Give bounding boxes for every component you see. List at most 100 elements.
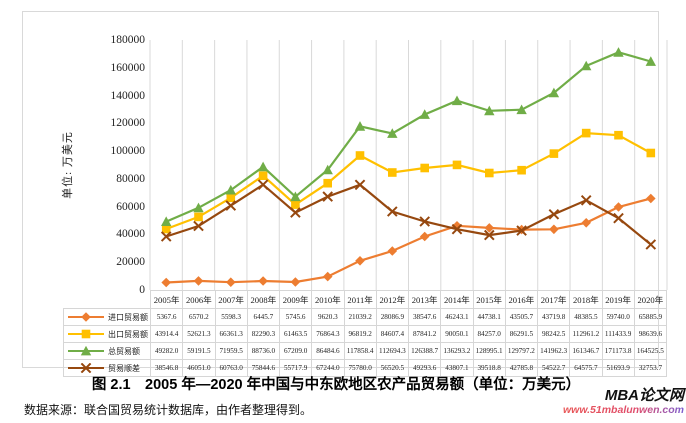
value-cell: 90050.1 bbox=[440, 325, 474, 343]
marker-square bbox=[161, 224, 171, 234]
y-tick-label: 80000 bbox=[116, 172, 145, 185]
marker-diamond bbox=[613, 202, 624, 212]
marker-diamond bbox=[419, 231, 430, 242]
series-line-total bbox=[165, 51, 652, 223]
marker-x bbox=[580, 194, 592, 206]
value-cell: 5367.6 bbox=[149, 308, 184, 326]
figure-caption: 图 2.1 2005 年—2020 年中国与中东欧地区农产品贸易额（单位：万美元… bbox=[91, 377, 581, 393]
marker-square bbox=[388, 168, 397, 177]
marker-triangle bbox=[419, 109, 430, 119]
plot-area bbox=[149, 40, 668, 290]
legend-cell-import: 进口贸易额 bbox=[63, 308, 151, 326]
legend-cell-surplus: 贸易顺差 bbox=[63, 359, 151, 377]
marker-diamond bbox=[81, 312, 91, 322]
chart-frame: 单位: 万美元 180000 160000 140000 120000 100000 80… bbox=[22, 11, 668, 377]
year-header: 2010年 bbox=[311, 290, 345, 309]
value-cell: 129797.2 bbox=[504, 342, 539, 360]
series-line-export bbox=[165, 131, 652, 231]
marker-diamond bbox=[484, 223, 495, 233]
marker-square bbox=[517, 165, 526, 175]
value-cell: 52621.3 bbox=[182, 325, 216, 343]
value-cell: 38547.6 bbox=[407, 308, 442, 326]
value-cell: 65885.9 bbox=[633, 308, 668, 326]
value-cell: 98639.6 bbox=[633, 325, 668, 343]
marker-square bbox=[355, 151, 365, 160]
year-header: 2016年 bbox=[504, 290, 539, 309]
value-cell: 84257.0 bbox=[472, 325, 506, 343]
marker-triangle bbox=[161, 216, 172, 226]
y-tick-label: 0 bbox=[139, 283, 145, 296]
year-header: 2012年 bbox=[375, 290, 410, 309]
series-label: 总贸易额 bbox=[108, 346, 140, 356]
value-cell: 61463.5 bbox=[278, 325, 313, 343]
year-header: 2018年 bbox=[569, 290, 603, 309]
marker-square bbox=[614, 130, 623, 140]
marker-diamond bbox=[226, 277, 236, 287]
y-tick-label: 140000 bbox=[110, 89, 146, 102]
value-cell: 43719.8 bbox=[536, 308, 571, 326]
table-header: 2005年 2006年 2007年 2008年 2009年 2010年 2011年 2012年… bbox=[63, 290, 668, 309]
year-header: 2017年 bbox=[536, 290, 571, 309]
table-row-import: 进口贸易额 5367.6 6570.2 5598.3 6445.7 5745.6 9620.… bbox=[63, 308, 668, 326]
y-tick-label: 60000 bbox=[116, 200, 145, 213]
marker-x bbox=[257, 179, 269, 191]
marker-triangle bbox=[613, 47, 624, 57]
year-header: 2020年 bbox=[633, 290, 668, 309]
value-cell: 49282.0 bbox=[149, 342, 184, 360]
legend-cell-total: 总贸易额 bbox=[63, 342, 151, 360]
marker-diamond bbox=[549, 224, 559, 235]
watermark-url: www.51mbalunwen.com bbox=[563, 403, 684, 416]
y-tick-label: 20000 bbox=[116, 256, 145, 269]
series-line-surplus bbox=[165, 183, 652, 246]
value-cell: 126388.7 bbox=[407, 342, 442, 360]
table-body: 进口贸易额 5367.6 6570.2 5598.3 6445.7 5745.6 9620.… bbox=[63, 308, 668, 377]
marker-diamond bbox=[581, 218, 591, 228]
marker-square bbox=[81, 329, 91, 339]
y-tick-label: 40000 bbox=[116, 228, 145, 241]
year-header: 2019年 bbox=[601, 290, 635, 309]
marker-x bbox=[354, 179, 366, 191]
marker-x bbox=[322, 191, 334, 202]
value-cell: 32753.7 bbox=[633, 359, 668, 377]
marker-x bbox=[193, 220, 204, 232]
value-cell: 59191.5 bbox=[182, 342, 216, 360]
value-cell: 59740.0 bbox=[601, 308, 635, 326]
value-cell: 96819.2 bbox=[343, 325, 377, 343]
marker-x bbox=[483, 229, 495, 241]
table-row-surplus: 贸易顺差 38546.8 46051.0 60763.0 75844.6 55717.9 6… bbox=[63, 359, 668, 377]
marker-x bbox=[160, 231, 172, 242]
marker-diamond bbox=[193, 276, 204, 286]
y-tick-label: 180000 bbox=[110, 34, 146, 46]
marker-square bbox=[549, 149, 559, 158]
marker-triangle bbox=[322, 164, 333, 175]
marker-diamond bbox=[290, 277, 301, 287]
legend-key-import bbox=[68, 312, 104, 322]
year-header: 2014年 bbox=[440, 290, 474, 309]
series-label: 进口贸易额 bbox=[108, 312, 148, 322]
legend-key-surplus bbox=[68, 363, 104, 373]
value-cell: 6445.7 bbox=[246, 308, 281, 326]
data-source-note: 数据来源：联合国贸易统计数据库，由作者整理得到。 bbox=[24, 403, 313, 417]
table-header-row: 2005年 2006年 2007年 2008年 2009年 2010年 2011年 2012年… bbox=[63, 290, 668, 309]
value-cell: 84607.4 bbox=[375, 325, 410, 343]
table-row-total: 总贸易额 49282.0 59191.5 71959.5 88736.0 67209.0 8… bbox=[63, 342, 668, 360]
value-cell: 9620.3 bbox=[311, 308, 345, 326]
marker-triangle bbox=[645, 56, 656, 66]
marker-square bbox=[420, 163, 429, 173]
value-cell: 43505.7 bbox=[504, 308, 539, 326]
marker-triangle bbox=[193, 202, 204, 213]
legend-cell-export: 出口贸易额 bbox=[63, 325, 151, 343]
marker-square bbox=[323, 178, 332, 188]
value-cell: 66361.3 bbox=[214, 325, 248, 343]
value-cell: 67209.0 bbox=[278, 342, 313, 360]
year-header: 2008年 bbox=[246, 290, 281, 309]
marker-square bbox=[194, 212, 203, 222]
value-cell: 117858.4 bbox=[343, 342, 377, 360]
marker-triangle bbox=[484, 105, 495, 116]
value-cell: 112961.2 bbox=[569, 325, 603, 343]
year-header: 2013年 bbox=[407, 290, 442, 309]
y-axis-ticks: 180000 160000 140000 120000 100000 80000 60000… bbox=[83, 33, 146, 297]
y-axis-title: 单位: 万美元 bbox=[62, 131, 74, 199]
marker-square bbox=[452, 160, 462, 170]
